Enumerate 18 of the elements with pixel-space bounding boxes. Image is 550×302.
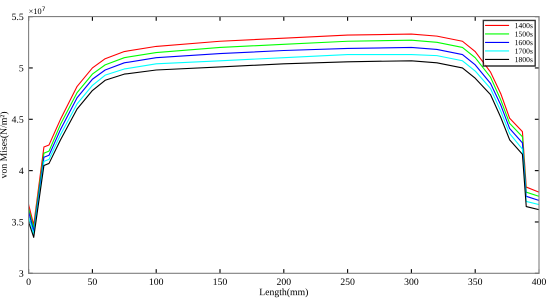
x-tick-label: 0 (26, 278, 31, 286)
y-tick-label: 4.5 (12, 116, 24, 123)
y-axis-title: von Mises(N/m²) (0, 112, 9, 178)
x-tick-label: 200 (276, 278, 291, 286)
y-tick-label: 3.5 (12, 218, 24, 226)
x-tick-label: 400 (532, 278, 546, 286)
x-tick-label: 350 (468, 278, 482, 286)
x-tick-label: 250 (340, 278, 355, 286)
x-tick-label: 100 (150, 278, 164, 286)
y-tick-label: 5 (19, 64, 24, 72)
x-tick-label: 150 (214, 278, 227, 286)
x-tick-label: 50 (88, 278, 97, 286)
x-tick-label: 300 (404, 278, 418, 286)
y-tick-label: 3 (19, 270, 24, 277)
text: ×10$^{7}$ (29, 6, 45, 14)
y-tick-label: 5.5 (12, 14, 24, 20)
y-tick-label: 4 (19, 168, 24, 174)
x-axis-title: Length(mm) (260, 288, 308, 298)
